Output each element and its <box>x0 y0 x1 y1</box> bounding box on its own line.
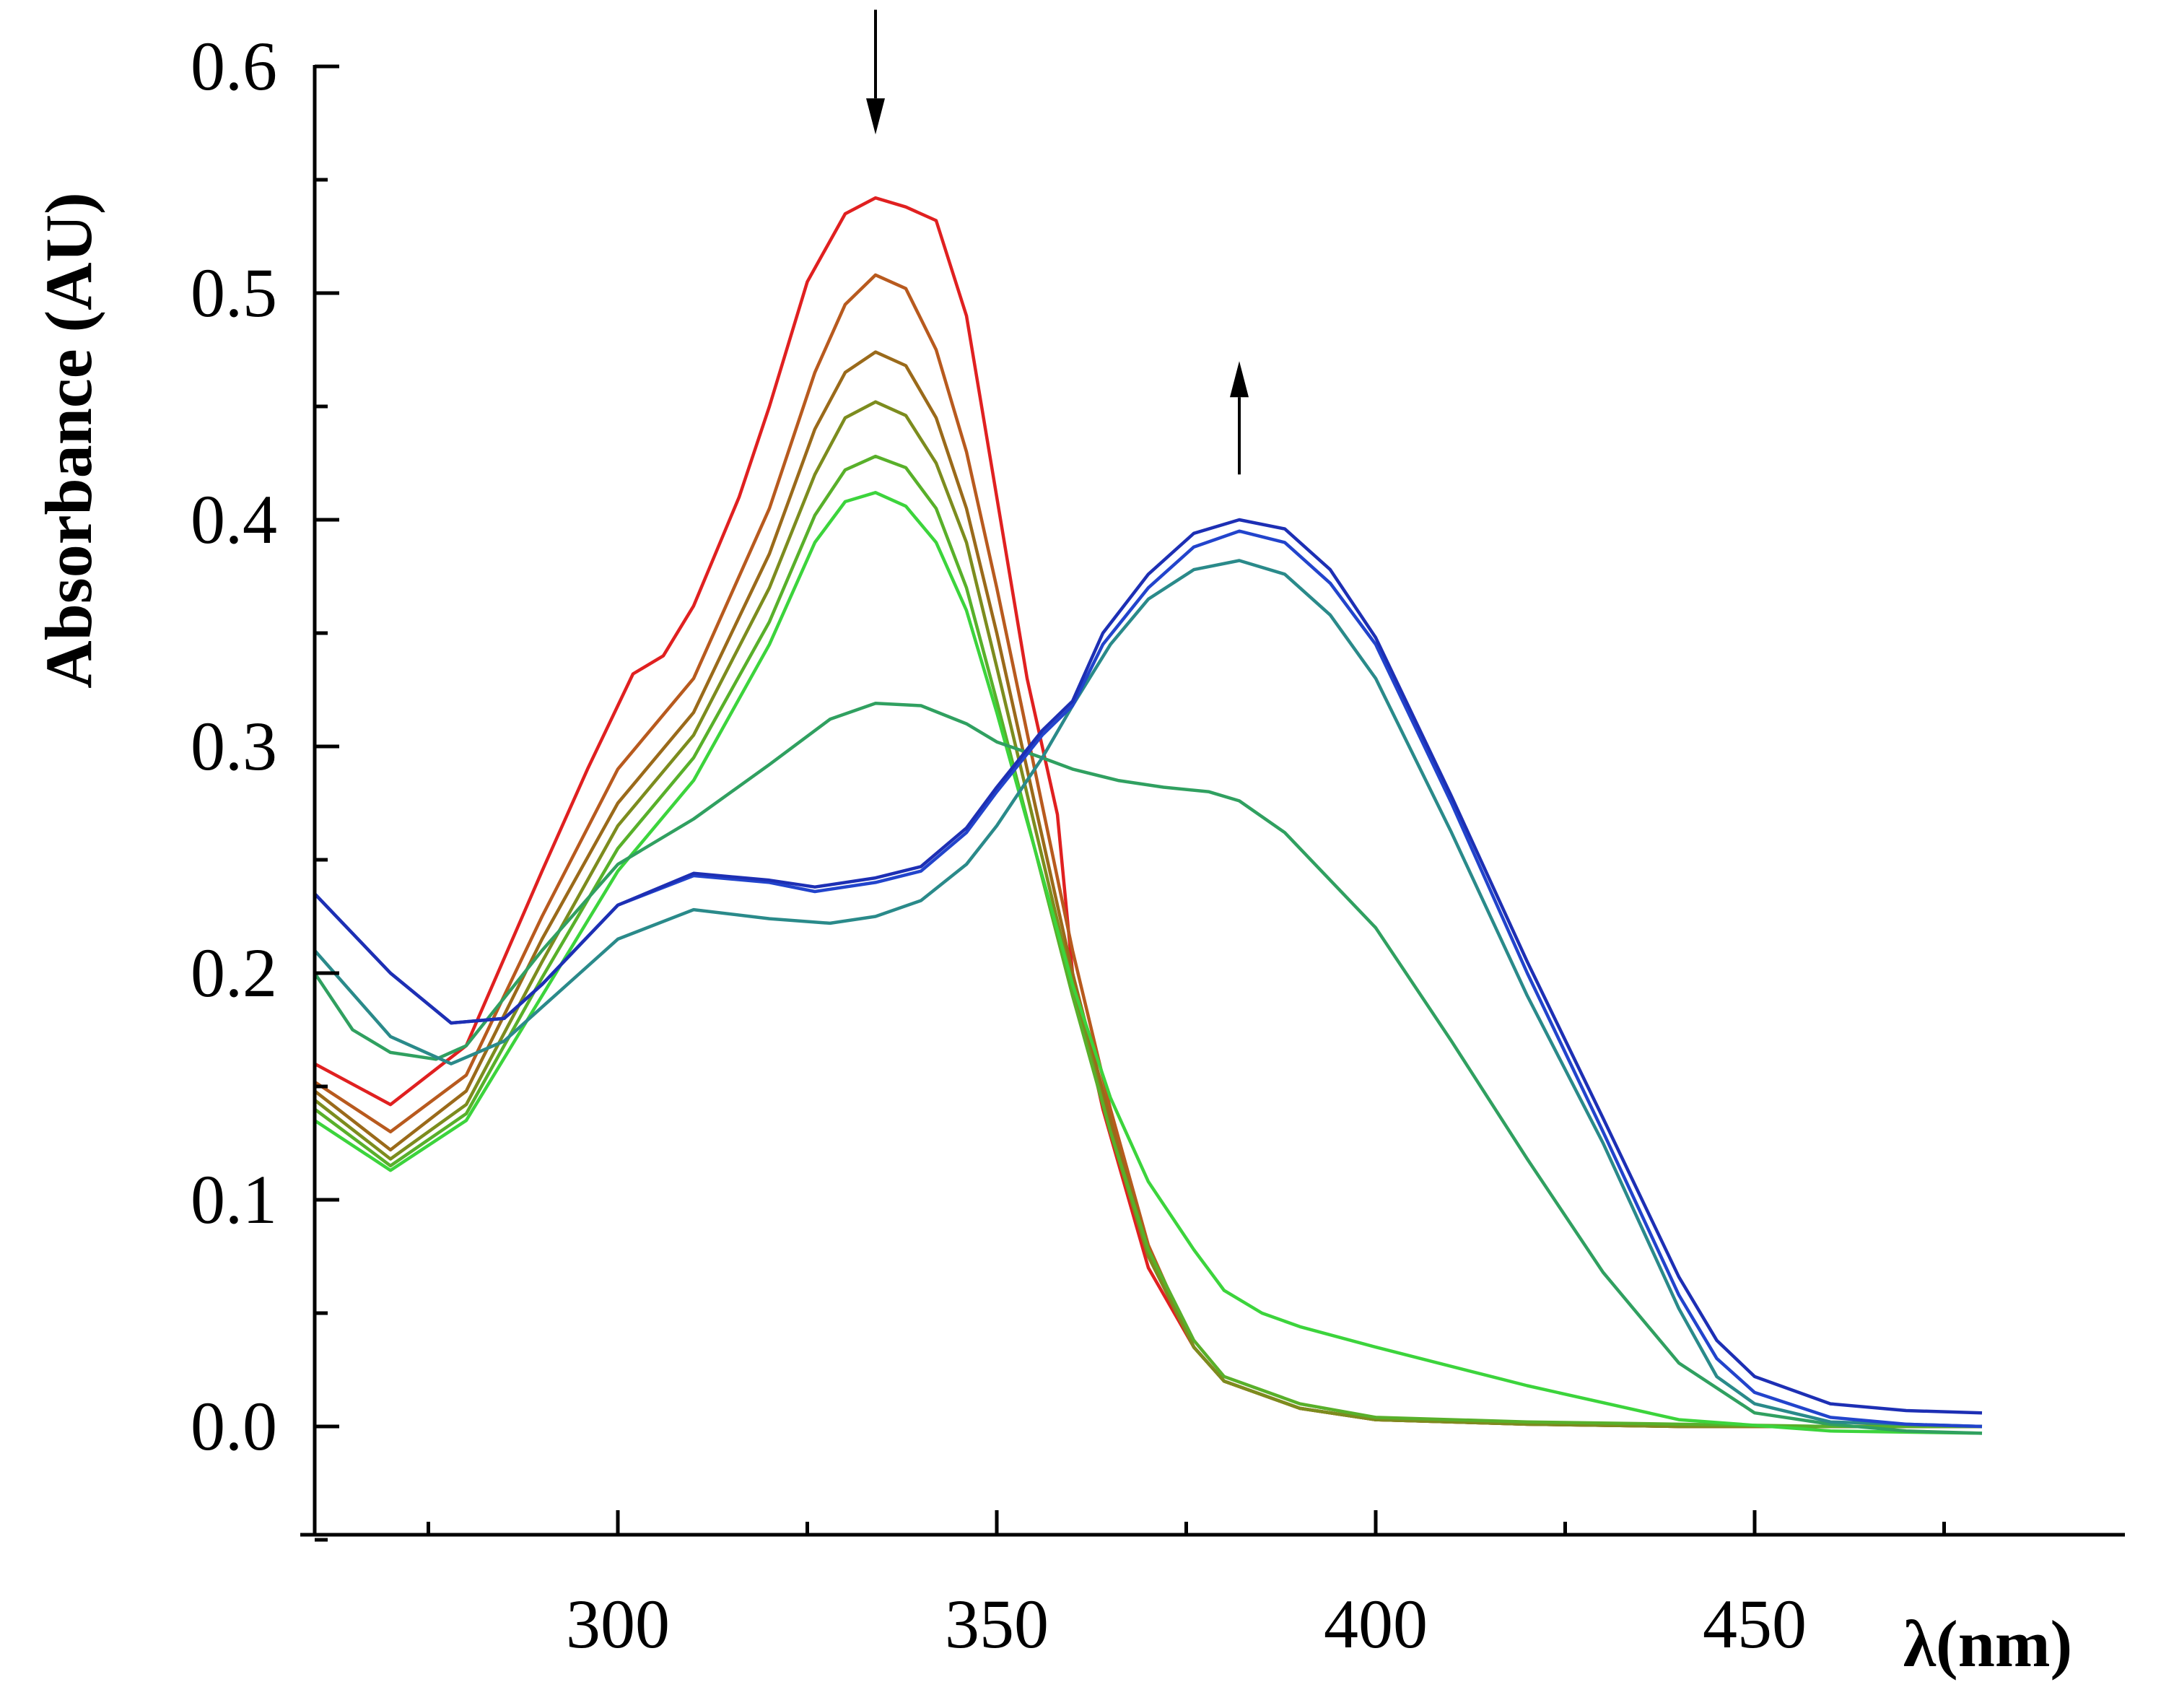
x-axis-title: λ(nm) <box>1903 1607 2072 1681</box>
x-tick-label: 350 <box>945 1585 1049 1663</box>
series-line-blue-1 <box>313 529 1983 1429</box>
x-ticks: 300 350 400 450 <box>427 1510 1946 1663</box>
series-line-green <box>313 454 1982 1429</box>
y-tick-label: 0.4 <box>191 481 277 558</box>
y-ticks: 0.0 0.1 0.2 0.3 0.4 0.5 0.6 <box>191 27 339 1542</box>
y-axis-title: Absorbance (AU) <box>32 192 105 688</box>
series-line-blue-2 <box>313 518 1983 1415</box>
series-layer <box>313 196 1983 1435</box>
x-tick-label: 300 <box>566 1585 670 1663</box>
y-tick-label: 0.1 <box>191 1161 277 1238</box>
series-line-teal <box>313 559 1983 1429</box>
series-line-bright-green <box>313 491 1983 1435</box>
y-tick-label: 0.2 <box>191 934 277 1011</box>
y-tick-label: 0.3 <box>191 707 277 785</box>
y-tick-label: 0.5 <box>191 254 277 331</box>
y-tick-label: 0.0 <box>191 1387 277 1465</box>
x-tick-label: 450 <box>1703 1585 1807 1663</box>
arrow-down-icon <box>866 9 885 135</box>
arrow-up-icon <box>1230 361 1249 475</box>
series-line-sea-green <box>313 702 1983 1435</box>
x-tick-label: 400 <box>1324 1585 1428 1663</box>
series-line-olive-green <box>313 400 1982 1429</box>
annotations <box>866 9 1249 475</box>
y-tick-label: 0.6 <box>191 27 277 105</box>
